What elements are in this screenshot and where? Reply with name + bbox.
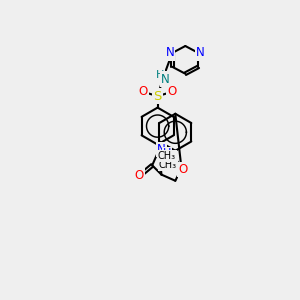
Text: CH₃: CH₃ (158, 151, 176, 161)
Text: N: N (166, 46, 174, 59)
Text: H: H (156, 70, 164, 80)
Text: N: N (161, 73, 170, 85)
Text: H: H (163, 148, 171, 158)
Text: O: O (168, 85, 177, 98)
Text: N: N (196, 46, 205, 59)
Text: N: N (179, 164, 188, 176)
Text: S: S (153, 90, 162, 103)
Text: N: N (157, 143, 166, 156)
Text: O: O (138, 85, 148, 98)
Text: O: O (178, 163, 188, 176)
Text: CH₃: CH₃ (158, 160, 177, 170)
Text: O: O (134, 169, 144, 182)
